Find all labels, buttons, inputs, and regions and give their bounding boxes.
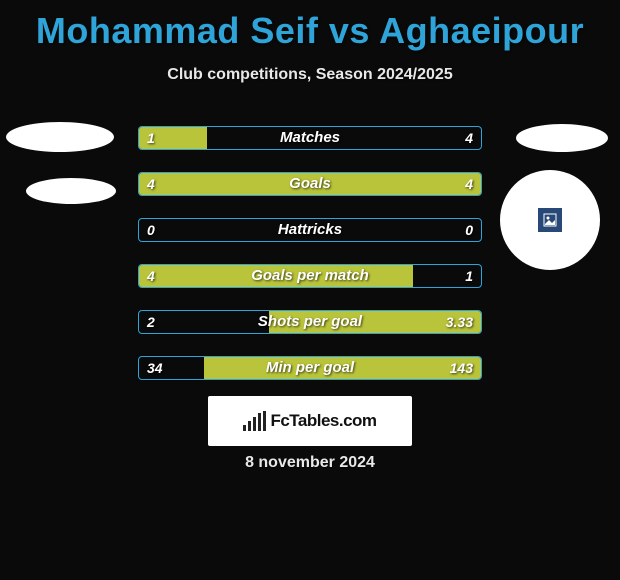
bar-fill-left	[139, 127, 207, 149]
bar-fill-left	[139, 173, 310, 195]
logo-text: FcTables.com	[270, 411, 376, 431]
bar-fill-right	[310, 173, 481, 195]
player2-avatar-placeholder	[516, 124, 608, 152]
player2-team-badge	[500, 170, 600, 270]
player1-team-placeholder	[26, 178, 116, 204]
bar-fill-right	[204, 357, 481, 379]
image-icon	[538, 208, 562, 232]
player1-avatar-placeholder	[6, 122, 114, 152]
stat-row: 14Matches	[138, 126, 482, 150]
stat-right-value: 0	[457, 219, 481, 241]
stat-row: 41Goals per match	[138, 264, 482, 288]
stat-label: Hattricks	[139, 219, 481, 241]
stat-row: 44Goals	[138, 172, 482, 196]
stat-left-value: 2	[139, 311, 163, 333]
stat-row: 23.33Shots per goal	[138, 310, 482, 334]
page-subtitle: Club competitions, Season 2024/2025	[0, 66, 620, 84]
stat-right-value: 4	[457, 127, 481, 149]
logo-bars-icon	[243, 411, 266, 431]
page-title: Mohammad Seif vs Aghaeipour	[0, 0, 620, 52]
bar-fill-right	[269, 311, 481, 333]
stat-row: 0 0Hattricks	[138, 218, 482, 242]
stats-bars: 14Matches 44Goals 0 0Hattricks 41Goals per m…	[138, 126, 482, 402]
fctables-logo[interactable]: FcTables.com	[208, 396, 412, 446]
footer-date: 8 november 2024	[0, 454, 620, 472]
stat-left-value: 34	[139, 357, 171, 379]
stat-right-value: 1	[457, 265, 481, 287]
bar-fill-left	[139, 265, 413, 287]
stat-left-value: 0	[139, 219, 163, 241]
stat-row: 34143Min per goal	[138, 356, 482, 380]
